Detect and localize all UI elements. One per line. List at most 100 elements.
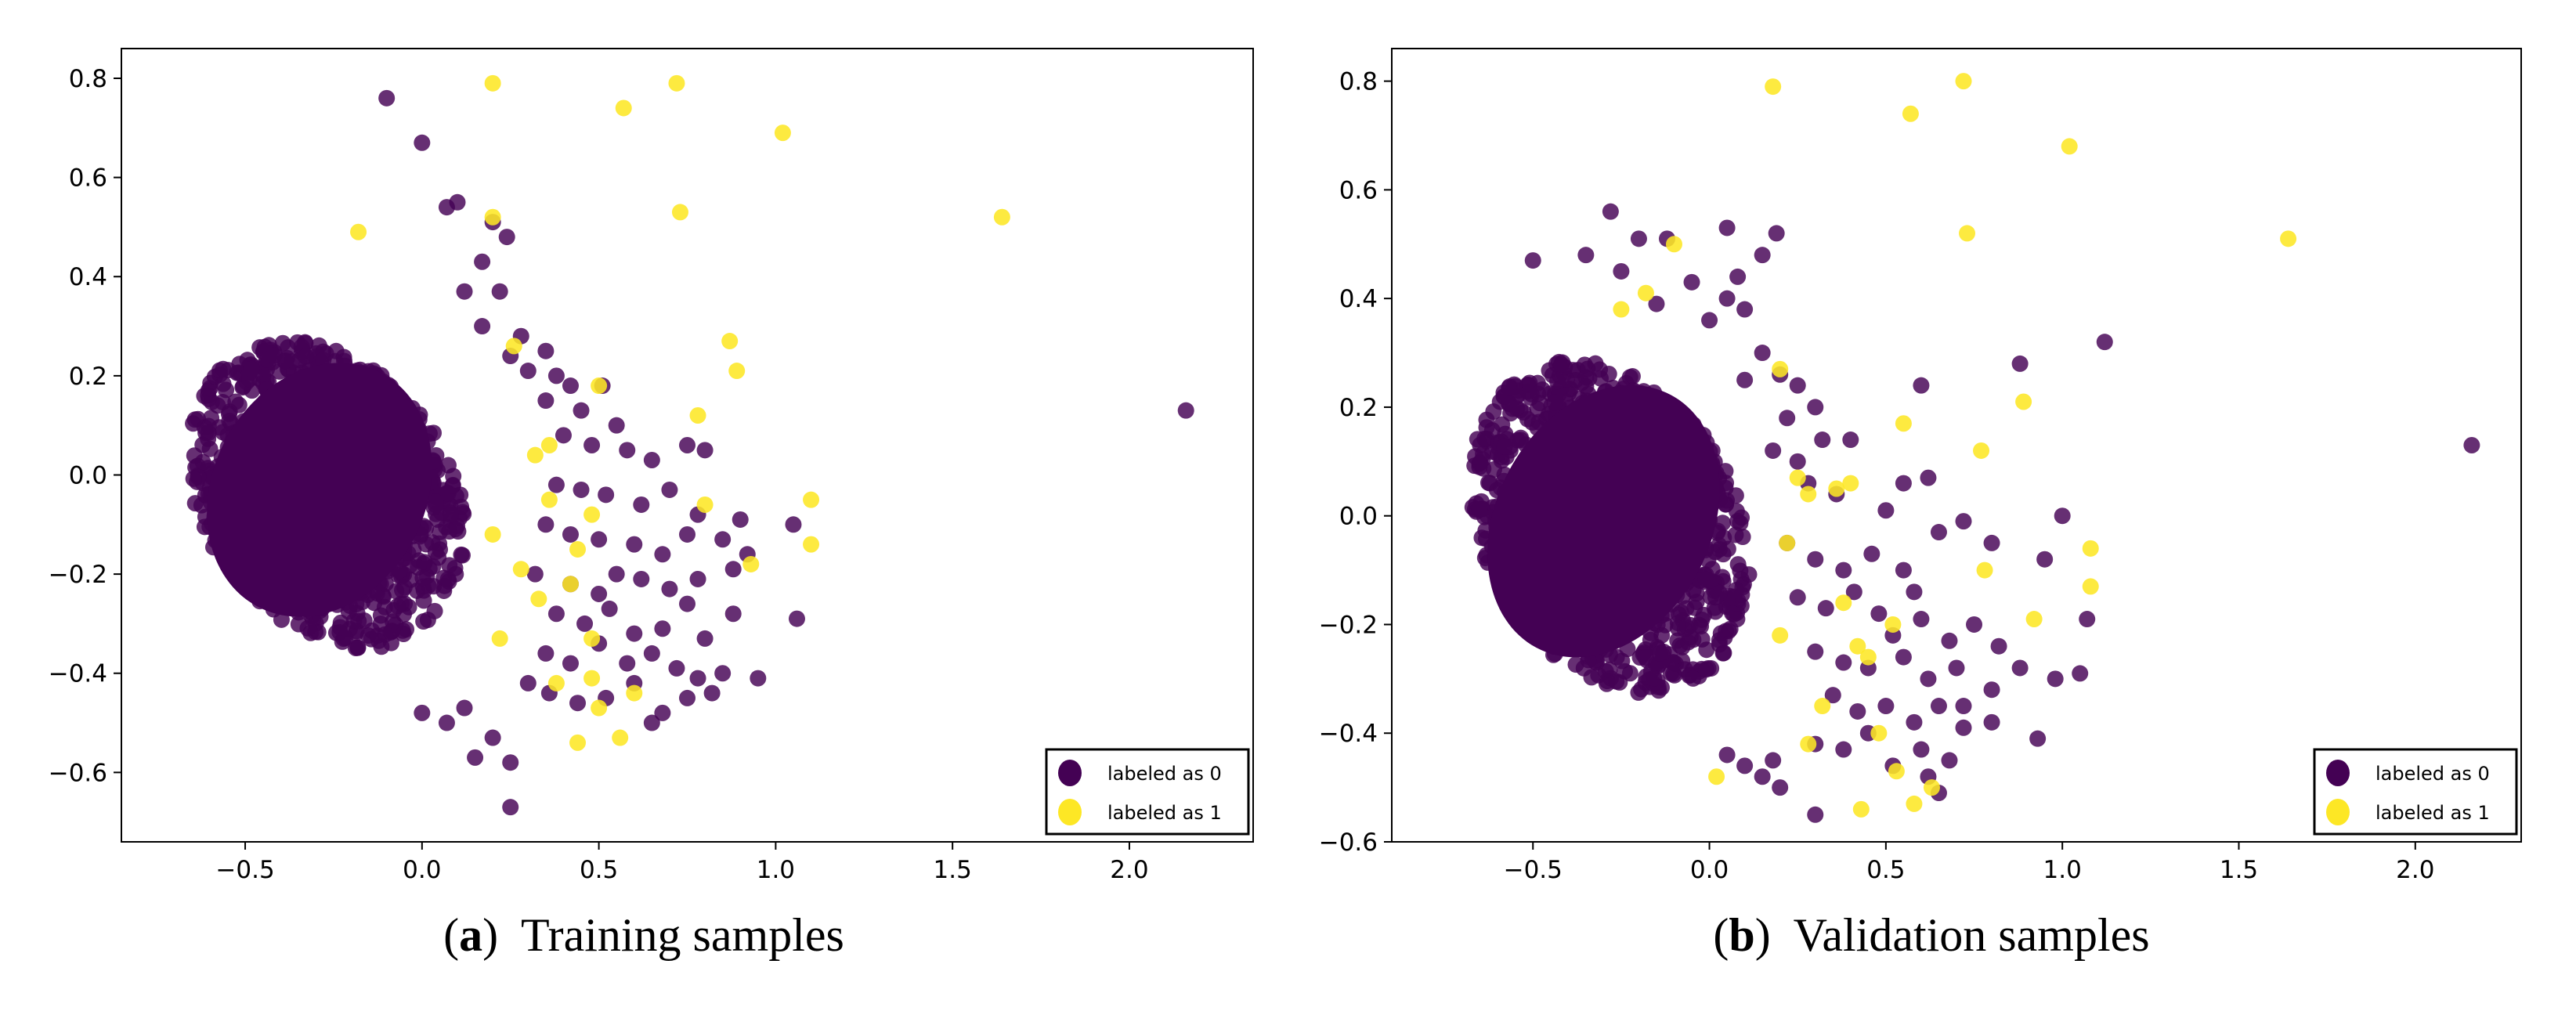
point-labeled-0 [1729,512,1747,529]
point-labeled-0 [427,493,444,511]
point-labeled-0 [1471,501,1488,518]
point-labeled-0 [1779,410,1796,427]
point-labeled-0 [276,352,294,370]
point-labeled-0 [1613,262,1630,280]
point-labeled-0 [1646,670,1663,687]
point-labeled-0 [1493,452,1510,469]
point-labeled-0 [425,424,443,442]
point-labeled-0 [1990,637,2007,655]
point-labeled-0 [562,525,579,543]
point-labeled-0 [2079,611,2096,628]
point-labeled-1 [591,699,608,717]
point-labeled-0 [419,612,436,629]
point-labeled-1 [1828,480,1845,497]
point-labeled-0 [414,134,431,151]
point-labeled-1 [1637,284,1654,301]
point-labeled-0 [1729,556,1747,573]
point-labeled-0 [446,559,464,576]
point-labeled-0 [1736,757,1754,774]
point-labeled-0 [1877,698,1895,715]
point-labeled-0 [619,442,636,459]
point-labeled-0 [619,655,636,672]
scatter-chart-validation: −0.5 0.0 0.5 1.0 1.5 2.0 −0.6 −0.4 −0.2 0.0 0.2 0.4… [1319,48,2522,884]
point-labeled-0 [491,283,508,300]
point-labeled-0 [201,380,219,397]
point-labeled-0 [414,569,432,587]
point-labeled-1 [491,630,508,647]
point-labeled-0 [1849,702,1866,720]
legend-marker [1058,760,1082,786]
point-labeled-0 [750,670,767,687]
point-labeled-0 [1583,669,1600,686]
point-labeled-1 [1789,469,1806,486]
x-tick-label: 1.0 [2043,856,2082,884]
point-labeled-0 [1807,643,1824,660]
point-labeled-0 [547,605,565,623]
point-labeled-0 [1642,631,1659,648]
point-labeled-0 [349,639,367,656]
point-labeled-0 [1177,402,1194,419]
point-labeled-0 [633,570,650,587]
point-labeled-0 [633,496,650,513]
point-labeled-0 [1789,453,1806,470]
point-labeled-0 [1567,656,1584,673]
point-labeled-1 [547,674,565,691]
point-labeled-0 [1637,649,1654,666]
point-labeled-1 [1708,768,1725,785]
point-labeled-1 [1973,442,1990,459]
point-labeled-0 [654,620,671,637]
point-labeled-0 [185,415,202,432]
y-tick-label: 0.4 [1339,285,1378,313]
point-labeled-0 [428,505,445,522]
point-labeled-0 [714,531,732,548]
point-labeled-1 [540,491,558,508]
point-labeled-0 [519,363,537,380]
point-labeled-0 [1682,628,1699,645]
point-labeled-0 [1754,768,1771,785]
point-labeled-0 [1870,605,1888,623]
point-labeled-1 [1779,534,1796,551]
point-labeled-1 [2082,540,2099,557]
point-labeled-0 [456,283,473,300]
point-labeled-1 [626,684,643,702]
point-labeled-0 [186,447,203,464]
point-labeled-0 [1702,588,1719,605]
point-labeled-1 [1888,763,1905,780]
point-labeled-1 [530,590,547,608]
y-tick-label: 0.2 [1339,394,1378,422]
point-labeled-0 [1895,648,1912,666]
point-labeled-0 [415,582,432,599]
x-tick-label: −0.5 [215,856,274,884]
point-labeled-1 [1859,648,1877,666]
legend-label: labeled as 0 [2375,763,2490,785]
point-labeled-1 [668,74,685,92]
point-labeled-0 [1512,402,1529,419]
point-labeled-0 [1983,713,2000,731]
point-labeled-1 [1800,735,1817,753]
point-labeled-0 [1657,616,1674,634]
point-labeled-0 [1814,431,1831,449]
caption-label: a [459,909,483,961]
point-labeled-1 [1814,698,1831,715]
point-labeled-0 [1765,752,1782,769]
point-labeled-0 [537,392,555,410]
point-labeled-0 [1913,741,1930,758]
scatter-chart-training: −0.5 0.0 0.5 1.0 1.5 2.0 −0.6 −0.4 −0.2 0.0 0.2 0.4… [49,48,1254,884]
point-labeled-0 [1698,641,1715,659]
point-labeled-0 [785,516,802,533]
point-labeled-1 [1895,415,1912,432]
point-labeled-0 [299,619,316,637]
x-tick-label: 1.5 [934,856,972,884]
point-labeled-0 [598,486,615,504]
point-labeled-0 [1524,252,1541,269]
point-labeled-0 [1602,203,1619,220]
point-labeled-0 [562,377,579,395]
point-labeled-1 [774,125,791,142]
point-labeled-0 [377,626,394,643]
point-labeled-0 [1754,247,1771,264]
x-tick-label: 0.5 [1866,856,1905,884]
point-labeled-0 [1697,571,1714,588]
point-labeled-0 [2463,437,2480,453]
point-labeled-0 [2047,670,2064,688]
point-labeled-1 [583,670,601,687]
